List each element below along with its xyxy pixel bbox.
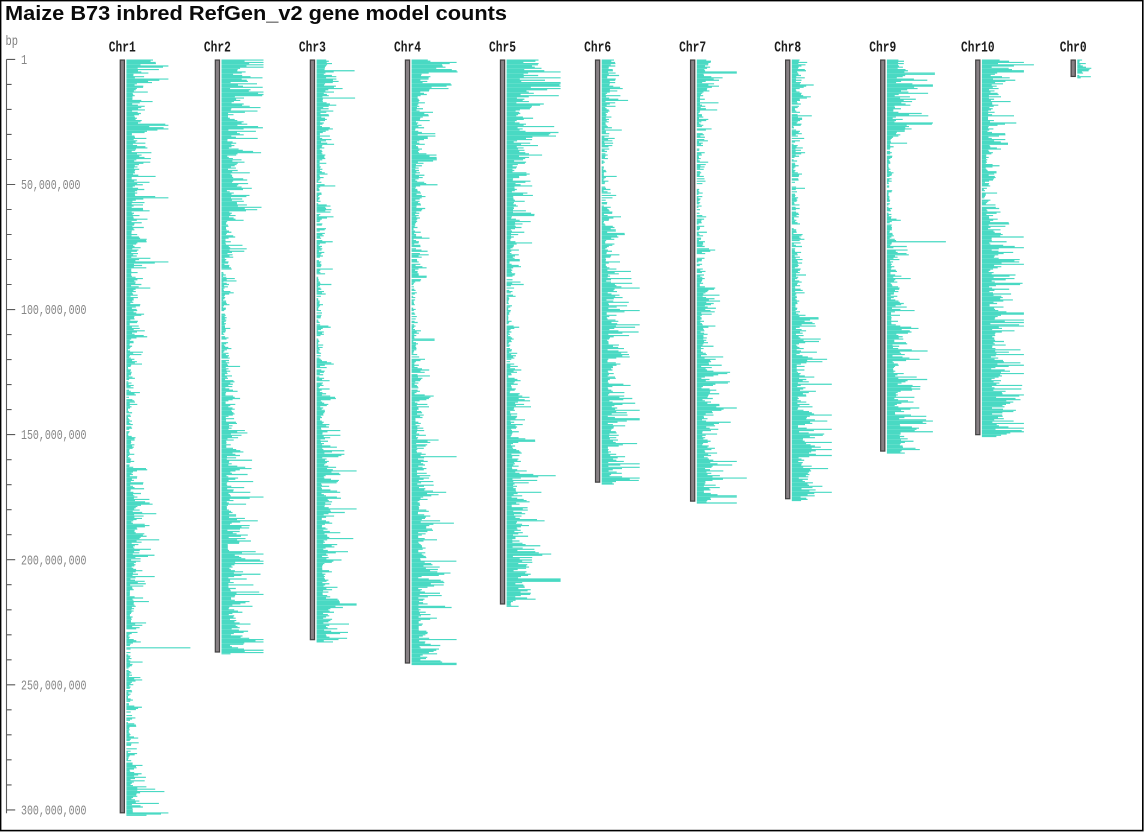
svg-text:Chr10: Chr10 xyxy=(961,40,995,57)
svg-text:Chr3: Chr3 xyxy=(299,40,326,57)
svg-text:Chr7: Chr7 xyxy=(679,40,706,57)
svg-text:200,000,000: 200,000,000 xyxy=(21,554,87,569)
svg-text:Chr5: Chr5 xyxy=(489,40,516,57)
svg-text:Maize B73 inbred RefGen_v2 gen: Maize B73 inbred RefGen_v2 gene model co… xyxy=(5,3,507,25)
svg-text:150,000,000: 150,000,000 xyxy=(21,429,87,444)
svg-text:50,000,000: 50,000,000 xyxy=(21,179,81,194)
svg-text:250,000,000: 250,000,000 xyxy=(21,679,87,694)
svg-text:100,000,000: 100,000,000 xyxy=(21,304,87,319)
svg-text:300,000,000: 300,000,000 xyxy=(21,805,87,820)
svg-text:Chr6: Chr6 xyxy=(584,40,611,57)
svg-text:Chr4: Chr4 xyxy=(394,40,421,57)
svg-text:Chr2: Chr2 xyxy=(204,40,231,57)
svg-text:Chr0: Chr0 xyxy=(1060,40,1087,57)
svg-text:Chr8: Chr8 xyxy=(774,40,801,57)
svg-text:bp: bp xyxy=(6,35,19,50)
svg-text:1: 1 xyxy=(21,54,27,69)
svg-text:Chr1: Chr1 xyxy=(109,40,136,57)
svg-text:Chr9: Chr9 xyxy=(869,40,896,57)
